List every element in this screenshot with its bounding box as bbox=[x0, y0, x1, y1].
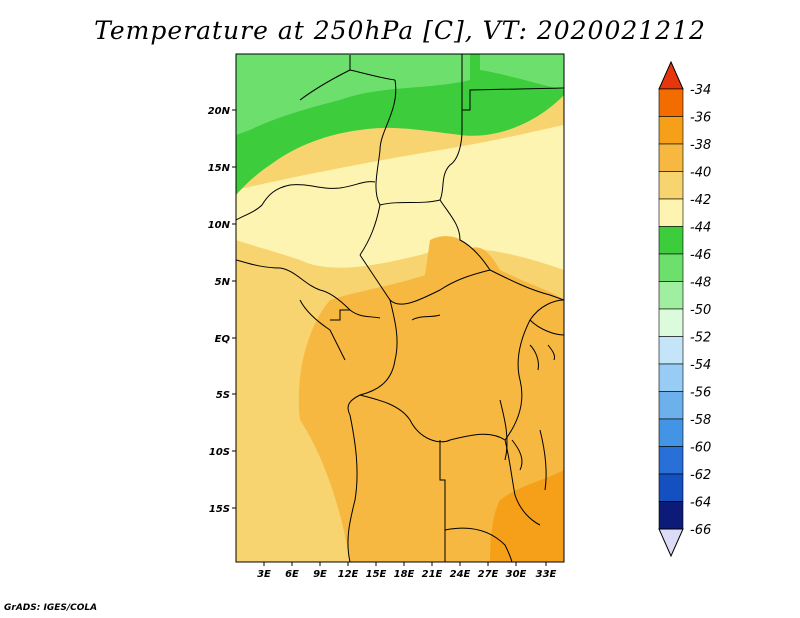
field-pale-band bbox=[236, 125, 564, 270]
colorbar-label: -48 bbox=[690, 276, 711, 291]
colorbar-label: -52 bbox=[690, 331, 711, 346]
colorbar-label: -50 bbox=[690, 303, 711, 318]
colorbar-label: -64 bbox=[690, 496, 711, 511]
colorbar-label: -42 bbox=[690, 193, 711, 208]
field-mid-patch bbox=[425, 236, 480, 280]
colorbar-cell bbox=[658, 336, 684, 365]
colorbar-cell bbox=[658, 308, 684, 337]
colorbar-label: -36 bbox=[690, 111, 711, 126]
country-borders bbox=[236, 54, 564, 562]
colorbar-cell bbox=[658, 501, 684, 530]
lon-tick-label: 9E bbox=[313, 569, 327, 580]
colorbar-cells bbox=[658, 88, 684, 530]
colorbar-cell bbox=[658, 88, 684, 117]
colorbar-label: -62 bbox=[690, 468, 711, 483]
colorbar-label: -46 bbox=[690, 248, 711, 263]
colorbar-label: -40 bbox=[690, 166, 711, 181]
lon-tick-label: 18E bbox=[394, 569, 415, 580]
colorbar-cell bbox=[658, 446, 684, 475]
colorbar-label: -34 bbox=[690, 83, 711, 98]
colorbar-label: -54 bbox=[690, 358, 711, 373]
colorbar-cell bbox=[658, 116, 684, 145]
lon-tick-label: 21E bbox=[422, 569, 443, 580]
field-light-green bbox=[236, 54, 470, 135]
colorbar-bottom-cap bbox=[658, 528, 684, 558]
lon-tick-label: 3E bbox=[257, 569, 271, 580]
field-light-green-east bbox=[480, 54, 564, 90]
colorbar-cell bbox=[658, 253, 684, 282]
lat-tick-label: 15N bbox=[208, 163, 231, 174]
colorbar-label: -56 bbox=[690, 386, 711, 401]
colorbar-cell bbox=[658, 281, 684, 310]
colorbar-label: -44 bbox=[690, 221, 711, 236]
colorbar-labels: -34 -36 -38 -40 -42 -44 -46 -48 -50 -52 -54 -56 -58 -… bbox=[690, 83, 711, 538]
lat-tick-label: 15S bbox=[209, 504, 230, 515]
colorbar-cell bbox=[658, 418, 684, 447]
colorbar: -34 -36 -38 -40 -42 -44 -46 -48 -50 -52 -54 -56 -58 -… bbox=[658, 60, 711, 558]
lon-axis: 3E 6E 9E 12E 15E 18E 21E 24E 27E 30E 33E bbox=[257, 562, 557, 580]
lon-tick-label: 15E bbox=[366, 569, 387, 580]
lat-tick-label: 10N bbox=[208, 220, 231, 231]
map-frame bbox=[235, 53, 565, 563]
colorbar-label: -58 bbox=[690, 413, 711, 428]
colorbar-cell bbox=[658, 171, 684, 200]
colorbar-label: -60 bbox=[690, 441, 711, 456]
lon-tick-label: 33E bbox=[536, 569, 557, 580]
temperature-field bbox=[236, 54, 564, 562]
colorbar-label: -66 bbox=[690, 523, 711, 538]
lat-tick-label: 20N bbox=[208, 106, 231, 117]
lat-tick-label: 10S bbox=[209, 447, 230, 458]
colorbar-cell bbox=[658, 198, 684, 227]
lat-axis: 20N 15N 10N 5N EQ 5S 10S 15S bbox=[208, 106, 236, 515]
map-title: Temperature at 250hPa [C], VT: 202002121… bbox=[94, 16, 706, 45]
colorbar-cell bbox=[658, 391, 684, 420]
lon-tick-label: 27E bbox=[478, 569, 499, 580]
field-mid-region bbox=[298, 247, 564, 562]
lon-tick-label: 12E bbox=[338, 569, 359, 580]
lat-tick-label: 5N bbox=[215, 277, 231, 288]
colorbar-cell bbox=[658, 363, 684, 392]
colorbar-cell bbox=[658, 143, 684, 172]
colorbar-label: -38 bbox=[690, 138, 711, 153]
lon-tick-label: 6E bbox=[285, 569, 299, 580]
colorbar-top-cap bbox=[658, 60, 684, 90]
lon-tick-label: 30E bbox=[506, 569, 527, 580]
lat-tick-label: 5S bbox=[216, 390, 230, 401]
lat-tick-label: EQ bbox=[215, 334, 231, 345]
lon-tick-label: 24E bbox=[450, 569, 471, 580]
colorbar-cell bbox=[658, 473, 684, 502]
colorbar-cell bbox=[658, 226, 684, 255]
software-credit: GrADS: IGES/COLA bbox=[4, 603, 98, 613]
